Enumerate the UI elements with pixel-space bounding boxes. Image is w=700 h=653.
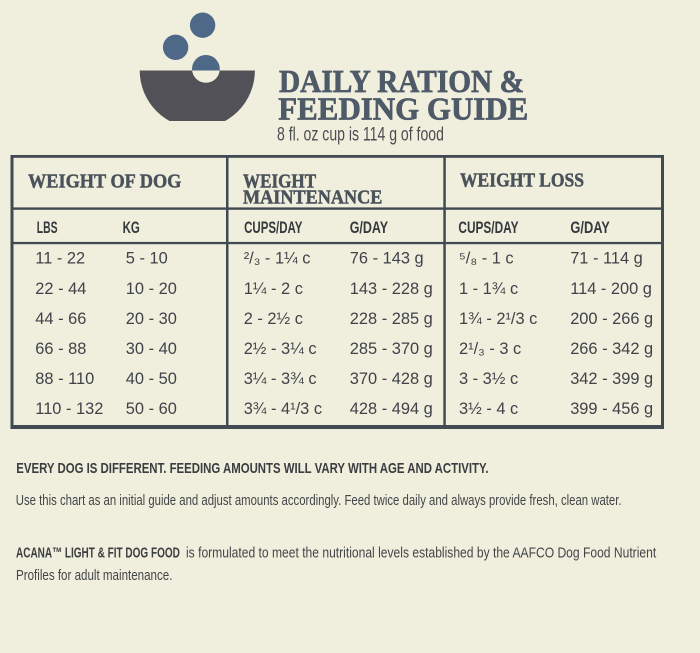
- svg-text:Profiles for adult maintenance: Profiles for adult maintenance.: [16, 566, 172, 583]
- svg-text:50 - 60: 50 - 60: [126, 400, 177, 418]
- svg-text:5 - 10: 5 - 10: [126, 250, 168, 268]
- svg-text:370 - 428 g: 370 - 428 g: [350, 370, 433, 388]
- svg-text:KG: KG: [123, 219, 140, 238]
- svg-text:428 - 494 g: 428 - 494 g: [350, 400, 433, 418]
- svg-text:G/DAY: G/DAY: [350, 220, 388, 238]
- svg-text:MAINTENANCE: MAINTENANCE: [243, 187, 382, 209]
- svg-text:20 - 30: 20 - 30: [126, 310, 177, 328]
- svg-text:ACANA™ LIGHT & FIT DOG FOOD: ACANA™ LIGHT & FIT DOG FOOD: [16, 545, 180, 561]
- svg-text:LBS: LBS: [37, 218, 58, 237]
- svg-text:DAILY RATION &: DAILY RATION &: [279, 63, 524, 99]
- svg-text:266 - 342 g: 266 - 342 g: [570, 340, 653, 358]
- svg-text:⁵/₈ - 1 c: ⁵/₈ - 1 c: [459, 250, 514, 268]
- svg-text:WEIGHT OF DOG: WEIGHT OF DOG: [28, 171, 182, 193]
- svg-text:is formulated to meet the nutr: is formulated to meet the nutritional le…: [186, 544, 656, 561]
- svg-text:71 - 114 g: 71 - 114 g: [570, 250, 643, 268]
- svg-text:76 - 143 g: 76 - 143 g: [350, 250, 424, 268]
- svg-text:WEIGHT LOSS: WEIGHT LOSS: [460, 169, 584, 191]
- svg-text:342 - 399 g: 342 - 399 g: [570, 370, 653, 388]
- svg-text:22 - 44: 22 - 44: [35, 280, 86, 298]
- svg-text:2¹/₃ - 3 c: 2¹/₃ - 3 c: [459, 340, 521, 358]
- svg-text:1¼ - 2 c: 1¼ - 2 c: [244, 280, 303, 298]
- svg-text:399 - 456 g: 399 - 456 g: [570, 400, 653, 418]
- svg-text:CUPS/DAY: CUPS/DAY: [458, 219, 518, 238]
- svg-text:FEEDING GUIDE: FEEDING GUIDE: [278, 90, 528, 126]
- svg-text:3¾ - 4¹/3 c: 3¾ - 4¹/3 c: [244, 400, 322, 418]
- svg-text:114 - 200 g: 114 - 200 g: [570, 280, 652, 298]
- svg-text:WEIGHT: WEIGHT: [243, 171, 317, 193]
- svg-text:10 - 20: 10 - 20: [126, 280, 177, 298]
- svg-text:Use this chart as an initial g: Use this chart as an initial guide and a…: [16, 492, 622, 509]
- svg-text:110 - 132: 110 - 132: [35, 400, 103, 418]
- svg-text:285 - 370 g: 285 - 370 g: [350, 340, 433, 358]
- svg-text:66 - 88: 66 - 88: [35, 340, 86, 358]
- svg-text:8 fl. oz cup is 114 g of food: 8 fl. oz cup is 114 g of food: [277, 123, 444, 145]
- svg-text:3 - 3½ c: 3 - 3½ c: [459, 370, 518, 388]
- svg-text:3¼ - 3¾ c: 3¼ - 3¾ c: [244, 370, 317, 388]
- svg-text:40 - 50: 40 - 50: [126, 370, 177, 388]
- svg-text:²/₃ - 1¼ c: ²/₃ - 1¼ c: [244, 250, 311, 268]
- svg-text:1¾ - 2¹/3 c: 1¾ - 2¹/3 c: [459, 310, 537, 328]
- svg-text:11 - 22: 11 - 22: [35, 250, 85, 268]
- svg-text:88 - 110: 88 - 110: [35, 370, 94, 388]
- svg-text:2½ - 3¼ c: 2½ - 3¼ c: [244, 340, 317, 358]
- svg-text:143 - 228 g: 143 - 228 g: [350, 280, 433, 298]
- svg-text:2 - 2½ c: 2 - 2½ c: [244, 310, 303, 328]
- svg-text:1 - 1¾ c: 1 - 1¾ c: [459, 280, 518, 298]
- svg-text:200 - 266 g: 200 - 266 g: [570, 310, 653, 328]
- svg-text:G/DAY: G/DAY: [570, 219, 609, 238]
- svg-text:44 - 66: 44 - 66: [35, 310, 86, 328]
- svg-text:3½ - 4 c: 3½ - 4 c: [459, 400, 518, 418]
- svg-text:30 - 40: 30 - 40: [126, 340, 177, 358]
- svg-text:EVERY DOG IS DIFFERENT. FEEDIN: EVERY DOG IS DIFFERENT. FEEDING AMOUNTS …: [16, 460, 488, 477]
- svg-text:CUPS/DAY: CUPS/DAY: [244, 219, 303, 238]
- svg-text:228 - 285 g: 228 - 285 g: [350, 310, 433, 328]
